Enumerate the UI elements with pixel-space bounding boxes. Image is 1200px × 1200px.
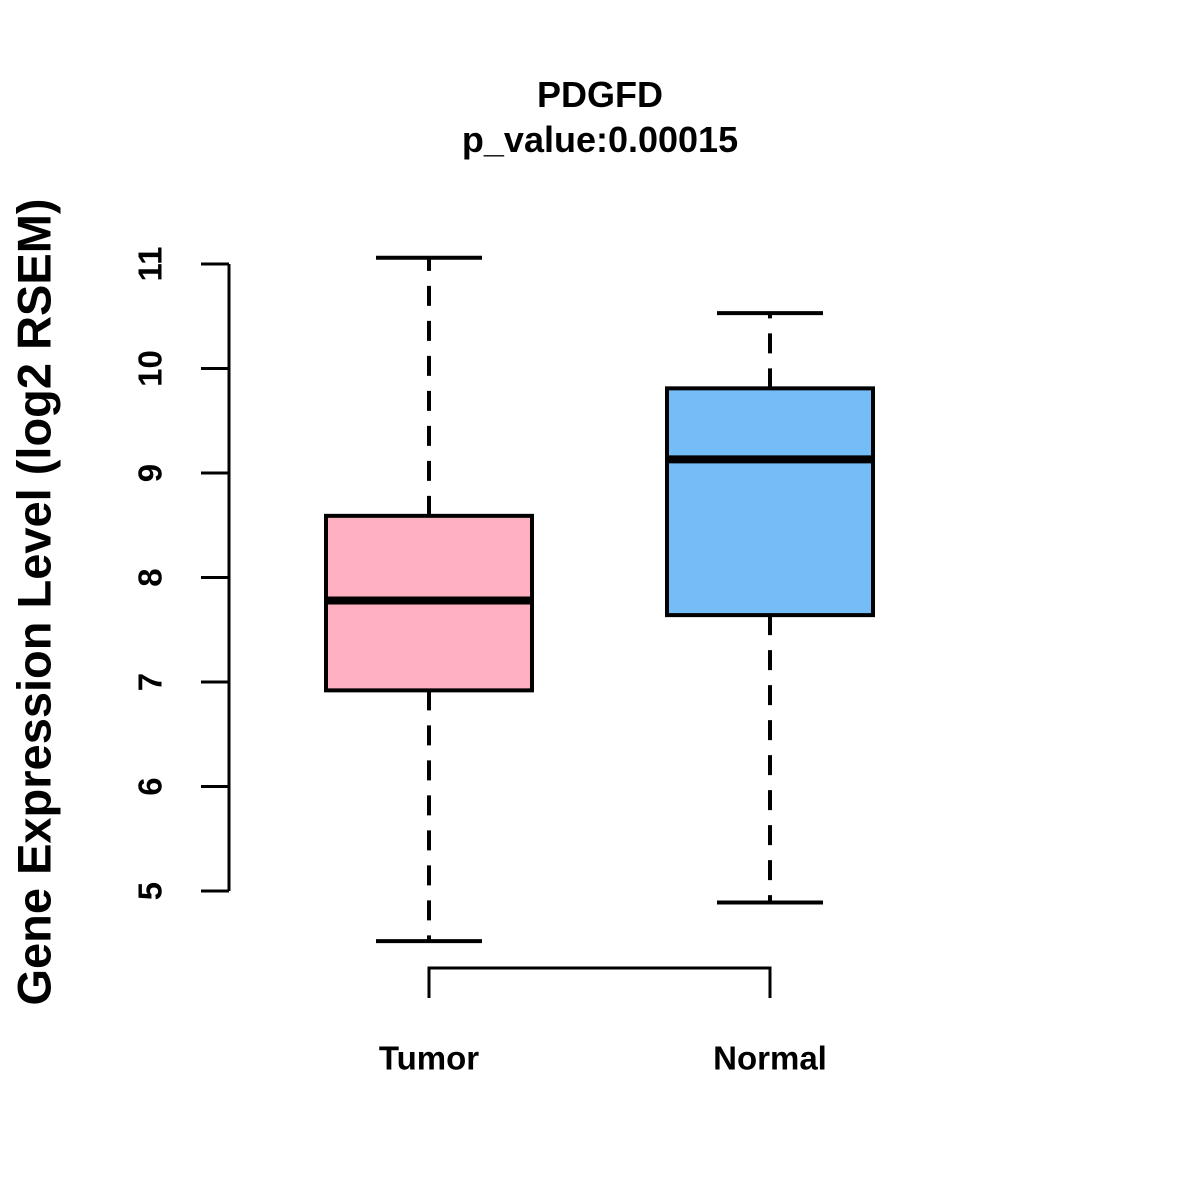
chart-title: PDGFD xyxy=(537,74,663,115)
y-tick-label-9: 9 xyxy=(132,464,169,482)
y-tick-label-5: 5 xyxy=(132,882,169,900)
y-tick-label-11: 11 xyxy=(132,247,169,282)
x-category-label-tumor: Tumor xyxy=(379,1040,479,1077)
chart-subtitle: p_value:0.00015 xyxy=(461,119,739,160)
y-tick-label-6: 6 xyxy=(132,777,169,795)
normal-box xyxy=(665,386,875,618)
title-block: PDGFD p_value:0.00015 xyxy=(200,72,1000,162)
y-tick-label-8: 8 xyxy=(132,568,169,586)
x-axis-bracket xyxy=(427,966,772,998)
y-tick-label-7: 7 xyxy=(132,673,169,691)
y-tick-label-10: 10 xyxy=(132,350,169,387)
x-category-label-normal: Normal xyxy=(713,1040,827,1077)
